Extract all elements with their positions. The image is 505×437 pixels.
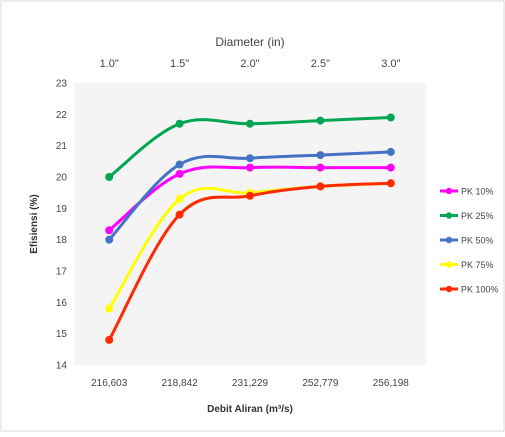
legend-label-pk-25: PK 25% [461,211,494,221]
top-tick-label: 1.0" [100,58,119,70]
data-point-pk-100 [246,191,254,200]
y-tick-label: 23 [56,79,68,90]
y-tick-label: 14 [56,361,68,372]
x-axis: 216,603 218,842 231,229 252,779 256,198 [91,378,409,389]
legend-marker-pk-25 [445,212,453,219]
top-tick-label: 2.0" [240,58,259,70]
data-point-pk-25 [175,119,184,128]
series-layer [105,113,395,344]
legend: PK 10% PK 25% PK 50% PK 75% PK 100% [440,186,499,294]
data-point-pk-75 [105,304,114,313]
x-tick-label: 252,779 [302,378,339,389]
data-point-pk-10 [175,169,184,178]
y-tick-label: 19 [56,204,68,215]
y-tick-label: 21 [56,141,68,152]
data-point-pk-25 [105,173,114,181]
top-tick-label: 2.5" [311,58,330,70]
legend-label-pk-100: PK 100% [461,284,499,294]
data-point-pk-25 [386,113,395,122]
y-axis: 14 15 16 17 18 19 20 21 22 23 [56,79,68,372]
data-point-pk-100 [386,179,395,188]
series-line-pk-100 [107,181,393,342]
x-tick-label: 256,198 [373,378,410,389]
data-point-pk-50 [175,160,184,169]
data-point-pk-10 [316,163,325,172]
top-axis-title: Diameter (in) [215,35,284,49]
y-tick-label: 18 [56,235,68,246]
data-point-pk-10 [105,226,114,235]
data-point-pk-50 [105,235,114,244]
top-tick-label: 1.5" [170,58,189,70]
y-tick-label: 15 [56,329,68,340]
legend-label-pk-50: PK 50% [461,235,494,245]
legend-label-pk-75: PK 75% [461,260,494,270]
data-point-pk-50 [386,147,395,156]
legend-marker-pk-75 [445,261,453,268]
data-point-pk-75 [175,194,184,203]
data-point-pk-50 [246,154,254,163]
plot-area [74,83,426,365]
x-axis-title: Debit Aliran (m³/s) [207,404,293,415]
x-tick-label: 231,229 [232,378,269,389]
legend-marker-pk-100 [445,285,453,293]
data-point-pk-100 [175,210,184,219]
y-tick-label: 20 [56,173,68,184]
data-point-pk-50 [316,151,325,160]
data-point-pk-25 [246,119,254,128]
y-tick-label: 17 [56,267,68,278]
top-axis: 1.0" 1.5" 2.0" 2.5" 3.0" [100,58,401,70]
top-tick-label: 3.0" [381,58,400,70]
legend-label-pk-10: PK 10% [461,186,494,196]
y-tick-label: 16 [56,298,68,309]
data-point-pk-100 [105,335,114,344]
x-tick-label: 216,603 [91,378,128,389]
data-point-pk-10 [386,163,395,172]
data-point-pk-100 [316,182,325,191]
legend-marker-pk-50 [445,236,453,244]
y-tick-label: 22 [56,110,68,121]
data-point-pk-25 [316,116,325,125]
data-point-pk-10 [246,163,254,172]
y-axis-title: Efisiensi (%) [29,194,40,253]
legend-marker-pk-10 [445,187,453,195]
x-tick-label: 218,842 [162,378,199,389]
